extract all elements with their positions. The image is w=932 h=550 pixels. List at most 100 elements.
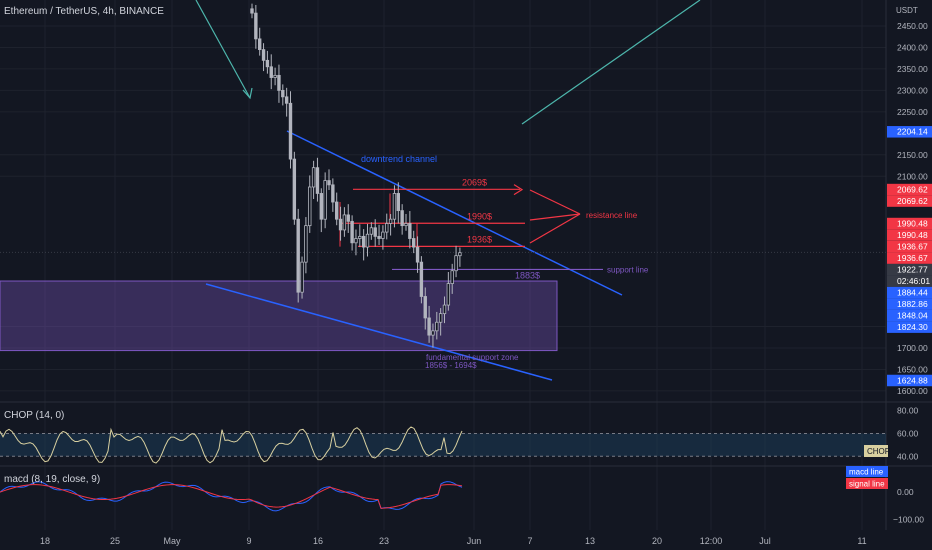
candle-body bbox=[435, 321, 439, 332]
chop-band bbox=[0, 433, 886, 457]
candle-body bbox=[308, 186, 312, 227]
candle-body bbox=[315, 167, 320, 194]
candle-body bbox=[292, 158, 297, 220]
macd-tag: macd line bbox=[849, 468, 884, 477]
price-label-bg bbox=[887, 309, 932, 322]
currency-label: USDT bbox=[896, 6, 918, 15]
candle-body bbox=[377, 235, 381, 239]
candle-body bbox=[373, 227, 377, 237]
candle-body bbox=[396, 193, 400, 212]
price-label-bg bbox=[887, 240, 932, 253]
time-tick: 12:00 bbox=[700, 536, 723, 546]
candle-body bbox=[454, 255, 458, 272]
downtrend-lower-line bbox=[205, 283, 553, 381]
chart-title: Ethereum / TetherUS, 4h, BINANCE bbox=[4, 6, 164, 17]
candle-body bbox=[354, 238, 358, 244]
candle-body bbox=[346, 214, 350, 222]
price-tick: 2250.00 bbox=[897, 107, 928, 117]
candle-body bbox=[265, 59, 270, 68]
callout-arrow bbox=[529, 213, 581, 221]
time-tick: 13 bbox=[585, 536, 595, 546]
candle-body bbox=[450, 270, 454, 285]
callout-arrow bbox=[529, 213, 581, 244]
candle-body bbox=[334, 201, 339, 220]
signal-line bbox=[0, 484, 463, 509]
price-label-bg bbox=[887, 275, 932, 287]
time-tick: 11 bbox=[857, 536, 866, 546]
candle-body bbox=[296, 218, 300, 293]
price-tick: 2100.00 bbox=[897, 171, 928, 181]
time-tick: 9 bbox=[246, 536, 251, 546]
candle-body bbox=[381, 231, 385, 239]
chop-tick: 80.00 bbox=[897, 406, 919, 416]
candle-body bbox=[400, 210, 404, 227]
time-tick: Jun bbox=[467, 536, 482, 546]
candle-body bbox=[365, 233, 370, 248]
candle-body bbox=[254, 12, 258, 40]
candle-body bbox=[446, 283, 451, 306]
price-label-bg bbox=[887, 298, 932, 310]
candle-body bbox=[304, 225, 308, 263]
price-label: 1884.44 bbox=[897, 287, 928, 297]
support-price: 1883$ bbox=[515, 270, 540, 280]
candle-body bbox=[385, 223, 389, 233]
chop-title: CHOP (14, 0) bbox=[4, 410, 65, 421]
time-axis[interactable]: 18 25 May 9 16 23 Jun 7 13 20 12:00 Jul 11 bbox=[40, 536, 867, 546]
drawings[interactable]: downtrend channel 2069$ 1990$ 1936$ resistan… bbox=[0, 0, 886, 381]
candle-body bbox=[257, 38, 262, 51]
chop-tick: 60.00 bbox=[897, 429, 919, 439]
price-label-bg bbox=[887, 321, 932, 333]
candle-body bbox=[311, 167, 316, 188]
price-axis[interactable]: 2450.00 2400.00 2350.00 2300.00 2250.00 2150.… bbox=[887, 21, 932, 396]
price-label-bg bbox=[887, 126, 932, 138]
time-tick: May bbox=[163, 536, 181, 546]
time-tick: 18 bbox=[40, 536, 50, 546]
price-label: 2204.14 bbox=[897, 127, 928, 137]
price-label-bg bbox=[887, 217, 932, 230]
candle-body bbox=[423, 296, 427, 319]
zone-label: fundamental support zone bbox=[426, 353, 519, 362]
candle-body bbox=[358, 235, 362, 239]
price-label: 2069.62 bbox=[897, 184, 928, 194]
macd-tick: −100.00 bbox=[893, 515, 924, 525]
resistance-price: 1936$ bbox=[467, 234, 492, 244]
price-tick: 1700.00 bbox=[897, 343, 928, 353]
arrow-head bbox=[242, 87, 253, 100]
signal-tag: signal line bbox=[849, 480, 885, 489]
resistance-label: resistance line bbox=[586, 211, 638, 220]
candle-body bbox=[392, 193, 397, 220]
chop-tag-bg bbox=[864, 445, 888, 457]
price-label: 1824.30 bbox=[897, 322, 928, 332]
resistance-price: 2069$ bbox=[462, 177, 487, 187]
chop-tick: 40.00 bbox=[897, 451, 919, 461]
downtrend-upper-line bbox=[286, 130, 623, 296]
price-label-bg bbox=[887, 229, 932, 241]
price-label-bg bbox=[887, 286, 932, 299]
chop-line bbox=[0, 426, 463, 464]
price-tick: 2300.00 bbox=[897, 85, 928, 95]
candle-body bbox=[427, 317, 431, 336]
trend-line bbox=[521, 0, 701, 125]
price-tick: 2400.00 bbox=[897, 42, 928, 52]
price-tick: 1600.00 bbox=[897, 386, 928, 396]
price-tick: 2150.00 bbox=[897, 150, 928, 160]
candle-body bbox=[281, 90, 285, 98]
price-label: 1624.88 bbox=[897, 375, 928, 385]
chop-tag: CHOP bbox=[867, 447, 890, 456]
resistance-arrowhead bbox=[513, 184, 524, 196]
support-label: support line bbox=[607, 265, 649, 274]
price-label-bg bbox=[887, 183, 932, 196]
support-zone bbox=[0, 280, 558, 352]
candle-body bbox=[300, 261, 304, 293]
candle-body bbox=[288, 102, 293, 160]
price-label: 1922.77 bbox=[897, 264, 928, 274]
candle-body bbox=[319, 193, 323, 220]
candle-body bbox=[250, 8, 254, 14]
price-label-bg bbox=[887, 374, 932, 387]
price-label: 1990.48 bbox=[897, 230, 928, 240]
time-tick: 20 bbox=[652, 536, 662, 546]
price-label: 1882.86 bbox=[897, 299, 928, 309]
candles bbox=[250, 3, 462, 348]
